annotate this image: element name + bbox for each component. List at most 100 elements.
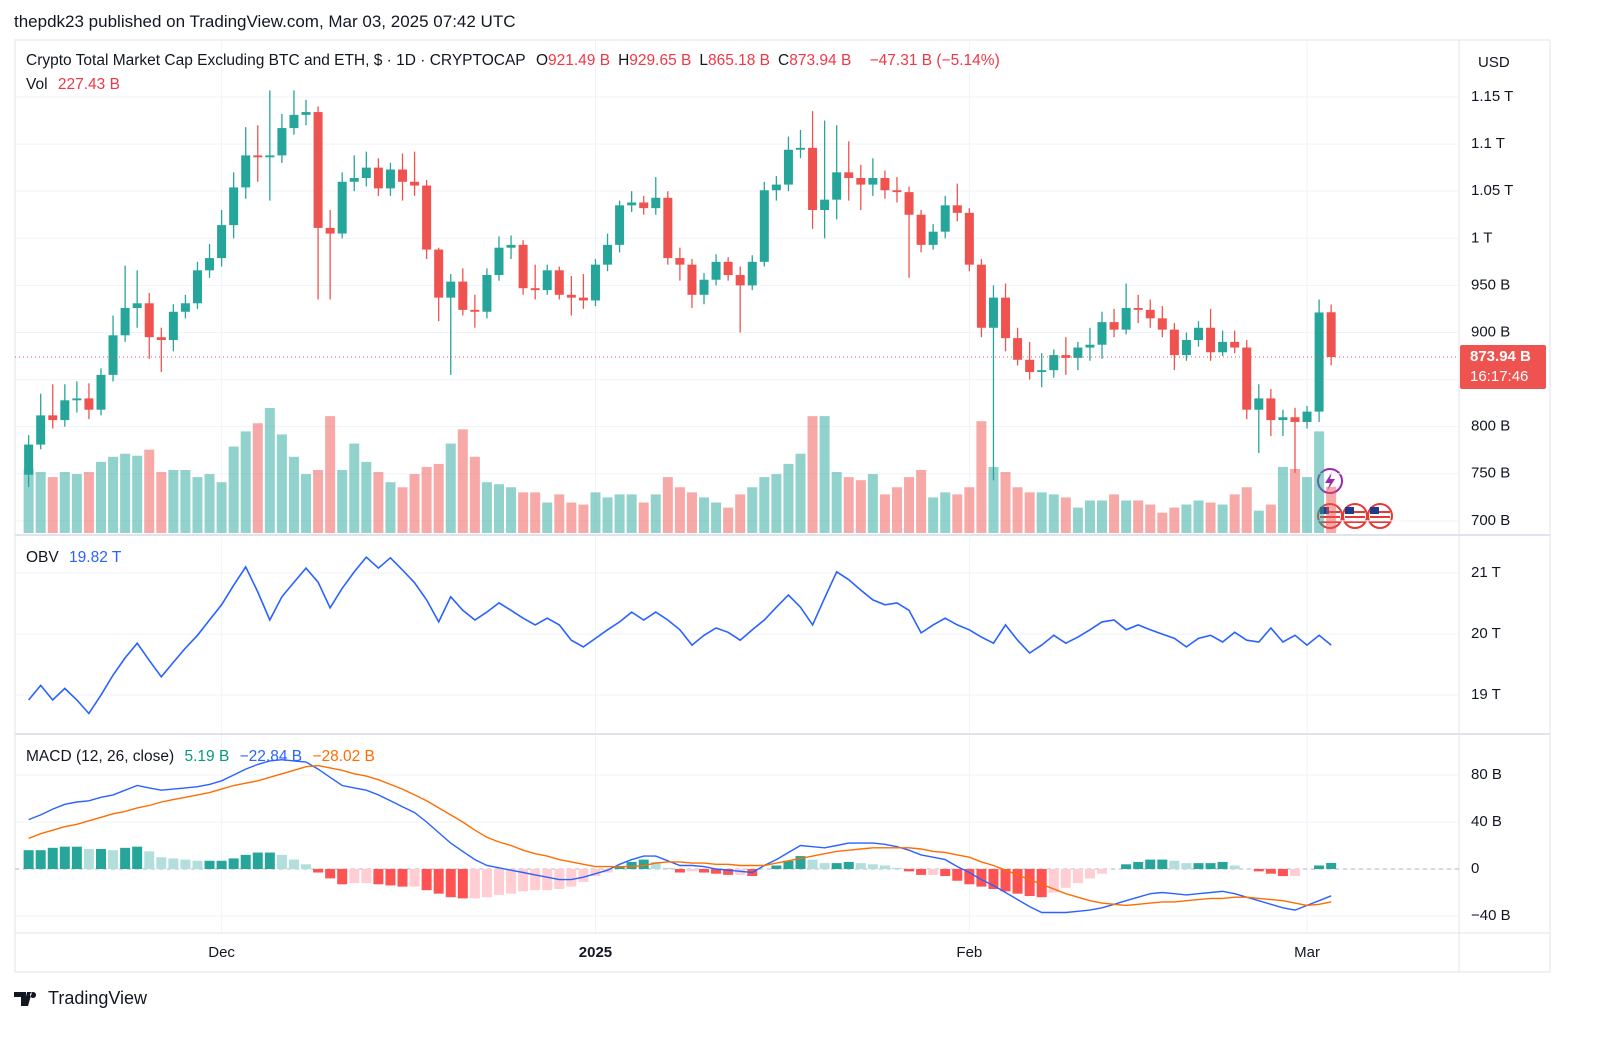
volume-bar xyxy=(699,497,710,533)
volume-bar xyxy=(723,507,734,533)
volume-bar xyxy=(288,456,299,533)
volume-bar xyxy=(1289,468,1300,533)
histogram-bar xyxy=(228,858,239,869)
ohlc: O921.49 B H929.65 B L865.18 B C873.94 B xyxy=(536,52,859,69)
histogram-bar xyxy=(530,868,541,891)
volume-bar xyxy=(506,487,517,533)
last-price-label: 873.94 B xyxy=(1470,348,1531,365)
volume-bar xyxy=(1109,494,1120,533)
ohlc-value: 873.94 B xyxy=(789,52,852,69)
histogram-bar xyxy=(638,859,649,869)
volume-bar xyxy=(1265,504,1276,533)
histogram-bar xyxy=(1133,861,1144,869)
candle-body xyxy=(699,279,709,295)
candle-body xyxy=(229,187,239,226)
volume-bar xyxy=(867,474,878,533)
candle-body xyxy=(192,270,202,304)
volume-bar xyxy=(1302,477,1313,533)
histogram-bar xyxy=(95,849,106,869)
flag-canton xyxy=(1345,507,1354,514)
obv-value: 19.82 T xyxy=(69,549,122,566)
volume-bar xyxy=(626,494,637,533)
volume-bar xyxy=(783,463,794,533)
y-tick-label: 80 B xyxy=(1471,766,1502,783)
candle-body xyxy=(156,337,166,341)
candle-body xyxy=(349,177,359,182)
histogram-bar xyxy=(928,868,939,875)
candle-body xyxy=(1085,344,1095,348)
volume-bar xyxy=(686,492,697,533)
countdown: 16:17:46 xyxy=(1470,368,1528,385)
candle-body xyxy=(398,169,408,182)
volume-bar xyxy=(1241,487,1252,533)
histogram-bar xyxy=(120,847,131,869)
candle-body xyxy=(735,275,745,286)
ohlc-key: C xyxy=(778,52,790,69)
candle-body xyxy=(72,398,82,401)
obv-name: OBV xyxy=(26,549,59,566)
candle-body xyxy=(844,172,854,178)
volume-bar xyxy=(1036,492,1047,533)
volume-bar xyxy=(759,477,770,533)
candle-body xyxy=(361,167,371,178)
candle-body xyxy=(1025,359,1035,373)
volume-bar xyxy=(108,456,119,533)
volume-bar xyxy=(457,429,468,533)
candle-body xyxy=(96,374,106,410)
candle-body xyxy=(880,177,890,191)
volume-bar xyxy=(590,492,601,533)
histogram-bar xyxy=(590,868,601,877)
y-tick-label: 1.1 T xyxy=(1471,135,1505,152)
candle-body xyxy=(578,297,588,301)
macd-line xyxy=(28,758,1332,914)
candle-body xyxy=(1157,318,1167,330)
volume-bar xyxy=(240,431,251,533)
histogram-bar xyxy=(288,859,299,869)
volume-bar xyxy=(95,461,106,533)
histogram-bar xyxy=(1205,863,1216,869)
histogram-bar xyxy=(674,868,685,873)
volume-bar xyxy=(518,492,529,533)
volume-bar xyxy=(433,463,444,533)
candle-body xyxy=(337,181,347,234)
volume-bar xyxy=(988,466,999,533)
histogram-bar xyxy=(1253,868,1264,872)
candle-body xyxy=(554,270,564,295)
histogram-bar xyxy=(1145,859,1156,869)
histogram-bar xyxy=(1012,868,1023,894)
candle-body xyxy=(1278,417,1288,421)
macd-legend: MACD (12, 26, close) 5.19 B −22.84 B −28… xyxy=(26,748,381,766)
histogram-bar xyxy=(276,854,287,869)
candle-body xyxy=(265,155,275,158)
volume-bar xyxy=(276,434,287,533)
candle-body xyxy=(663,197,673,259)
histogram-bar xyxy=(156,857,167,869)
histogram-bar xyxy=(144,851,155,869)
volume-bar xyxy=(252,423,263,533)
y-tick-label: 750 B xyxy=(1471,465,1510,482)
histogram-bar xyxy=(252,852,263,869)
histogram-bar xyxy=(108,850,119,869)
candle-body xyxy=(1133,307,1143,310)
volume-bar xyxy=(1193,500,1204,533)
candle-body xyxy=(144,303,154,338)
histogram-bar xyxy=(1024,868,1035,897)
lightning xyxy=(1325,472,1335,491)
volume-bar xyxy=(1205,502,1216,533)
volume-bar xyxy=(1048,494,1059,533)
candle-body xyxy=(60,400,70,421)
symbol-title: Crypto Total Market Cap Excluding BTC an… xyxy=(26,52,526,69)
volume-bar xyxy=(144,449,155,533)
histogram-bar xyxy=(481,868,492,898)
candle-body xyxy=(1193,327,1203,341)
candle-body xyxy=(313,112,323,228)
volume-bar xyxy=(1012,487,1023,533)
candle-body xyxy=(289,114,299,129)
histogram-bar xyxy=(1121,864,1132,869)
histogram-bar xyxy=(1036,868,1047,898)
y-tick-label: 1 T xyxy=(1471,229,1492,246)
histogram-bar xyxy=(542,868,553,891)
